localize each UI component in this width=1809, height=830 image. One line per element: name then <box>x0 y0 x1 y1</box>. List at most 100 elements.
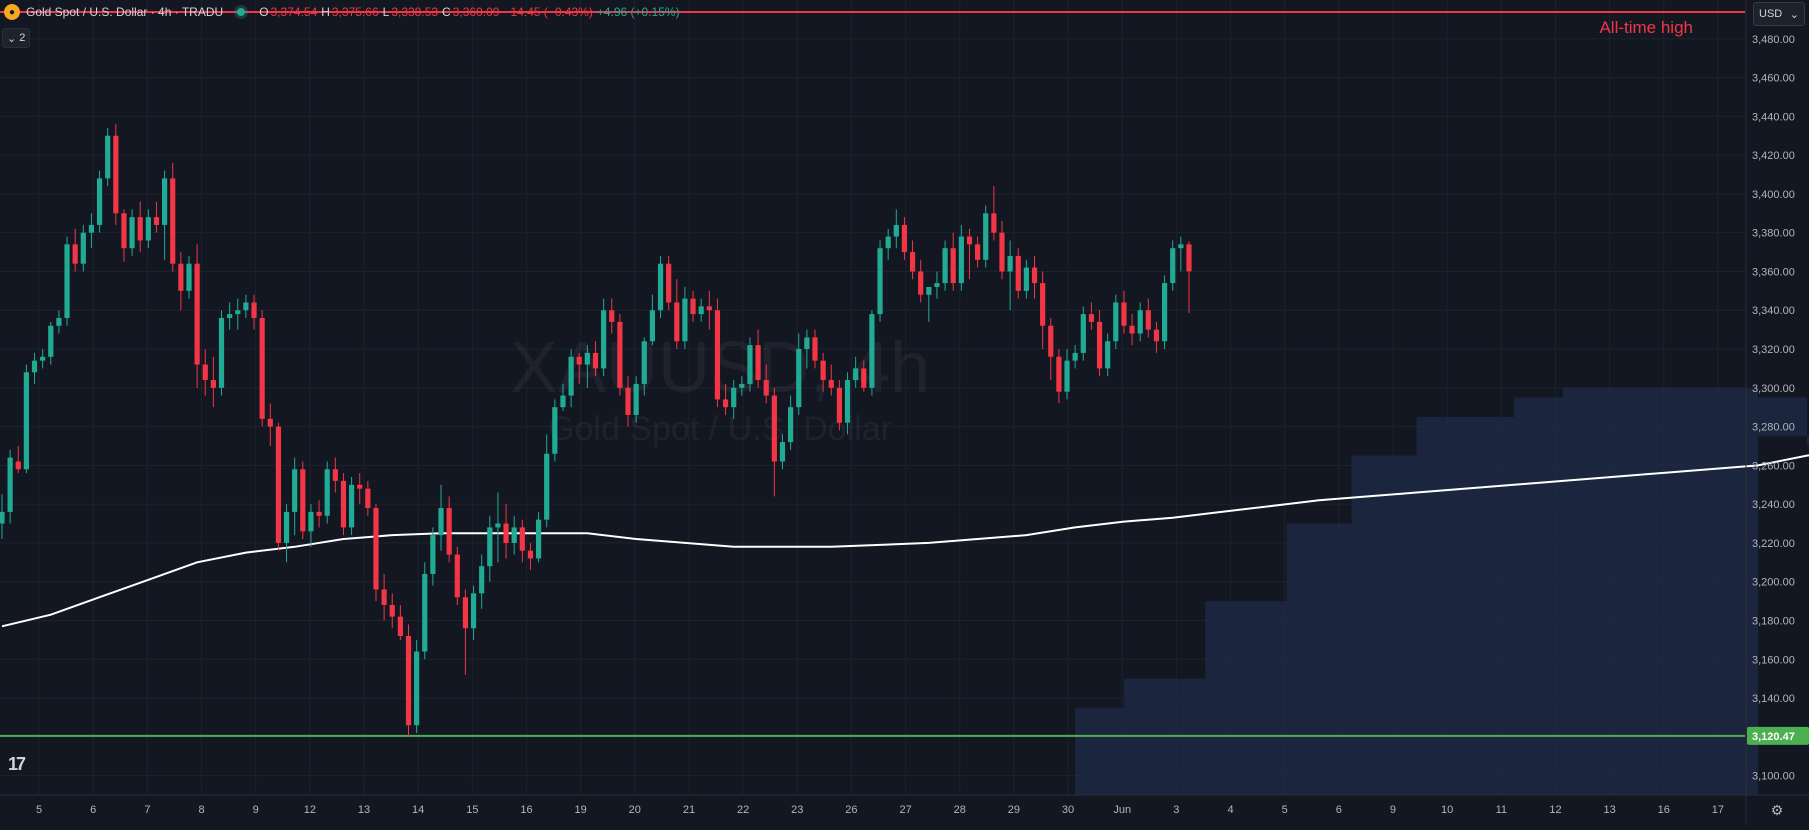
time-tick-label: 9 <box>1390 804 1396 816</box>
candle <box>1129 314 1135 346</box>
candle-body <box>88 224 95 233</box>
candle-body <box>1153 329 1160 342</box>
candle-body <box>975 244 981 260</box>
candle <box>365 480 371 516</box>
candle <box>23 364 29 474</box>
candle-body <box>227 314 233 318</box>
currency-label: USD <box>1759 8 1783 20</box>
candle <box>576 352 582 384</box>
candle <box>316 500 322 528</box>
candle-body <box>861 368 867 388</box>
open-value: 3,374.54 <box>270 5 318 19</box>
candle <box>844 372 851 435</box>
gear-icon[interactable]: ⚙ <box>1770 802 1784 818</box>
candle <box>779 434 786 470</box>
candle-body <box>706 306 712 311</box>
close-value: 3,360.09 <box>452 5 500 19</box>
candle-body <box>1105 341 1111 369</box>
price-tick-label: 3,220.00 <box>1752 538 1795 550</box>
candle <box>958 224 964 291</box>
candle <box>1178 236 1184 272</box>
candle-body <box>31 360 38 373</box>
candle <box>153 201 160 233</box>
candle <box>861 360 867 392</box>
candle-body <box>755 345 761 381</box>
currency-select[interactable]: USD ⌄ <box>1753 2 1805 26</box>
candle-body <box>820 360 826 381</box>
candle-body <box>316 511 322 516</box>
candle-body <box>48 325 54 357</box>
candle-body <box>617 321 623 388</box>
candle <box>1072 345 1078 369</box>
candle-body <box>0 511 5 524</box>
candle-body <box>283 511 290 543</box>
candle <box>96 170 103 233</box>
candle-body <box>300 469 306 532</box>
candle-body <box>202 364 208 381</box>
candle <box>267 403 273 446</box>
candle-body <box>1113 302 1119 342</box>
candle <box>470 585 477 640</box>
candle-body <box>487 527 493 567</box>
candle-body <box>56 318 62 326</box>
candle <box>966 228 973 280</box>
candle-body <box>40 356 46 361</box>
tradingview-logo-icon[interactable]: 17 <box>8 754 26 774</box>
candle-body <box>592 352 599 369</box>
candle-body <box>137 217 143 241</box>
candle-body <box>292 469 298 512</box>
price-tick-label: 3,160.00 <box>1752 654 1795 666</box>
candle-body <box>1170 248 1176 284</box>
candle <box>535 511 542 563</box>
candle-body <box>470 593 477 629</box>
candle-body <box>576 356 582 365</box>
candle <box>828 364 834 396</box>
candle-body <box>243 302 249 311</box>
candle <box>674 279 680 350</box>
candle <box>259 310 265 427</box>
candle-body <box>72 244 78 264</box>
candle <box>731 380 737 419</box>
candle <box>31 352 38 384</box>
candle-body <box>942 248 948 284</box>
candle-body <box>763 380 769 396</box>
candle-body <box>568 356 574 396</box>
candle <box>592 341 599 377</box>
price-tick-label: 3,480.00 <box>1752 34 1795 46</box>
candle <box>1170 240 1176 291</box>
candle-body <box>544 453 550 520</box>
indicators-toggle[interactable]: ⌄ 2 <box>2 28 31 48</box>
candle <box>275 422 282 551</box>
candle-body <box>348 484 355 528</box>
candle <box>788 395 794 450</box>
candle-body <box>649 310 655 342</box>
candle <box>690 290 696 322</box>
candle-body <box>1145 310 1151 330</box>
candle-body <box>1015 255 1021 291</box>
candle-body <box>267 418 273 427</box>
candle-body <box>739 383 745 388</box>
candle-body <box>186 263 192 291</box>
candle <box>983 205 989 268</box>
candle-body <box>893 224 899 237</box>
candle <box>999 221 1005 280</box>
candle <box>324 461 330 524</box>
candle <box>641 337 647 396</box>
ohlc-values: O 3,374.54 H 3,375.66 L 3,338.53 C 3,360.09 … <box>259 5 679 19</box>
candle-body <box>1088 314 1095 322</box>
candle-body <box>657 263 664 311</box>
candle-body <box>901 224 908 253</box>
candle <box>170 162 176 272</box>
time-tick-label: 5 <box>1282 804 1288 816</box>
candle <box>332 457 338 493</box>
candle <box>292 457 298 536</box>
symbol-title[interactable]: Gold Spot / U.S. Dollar · 4h · TRADU <box>26 5 224 19</box>
candle-body <box>511 527 517 543</box>
candle-body <box>7 457 13 512</box>
candle-body <box>788 407 794 443</box>
candle <box>202 349 208 396</box>
candle <box>714 298 721 408</box>
candle <box>0 494 5 540</box>
